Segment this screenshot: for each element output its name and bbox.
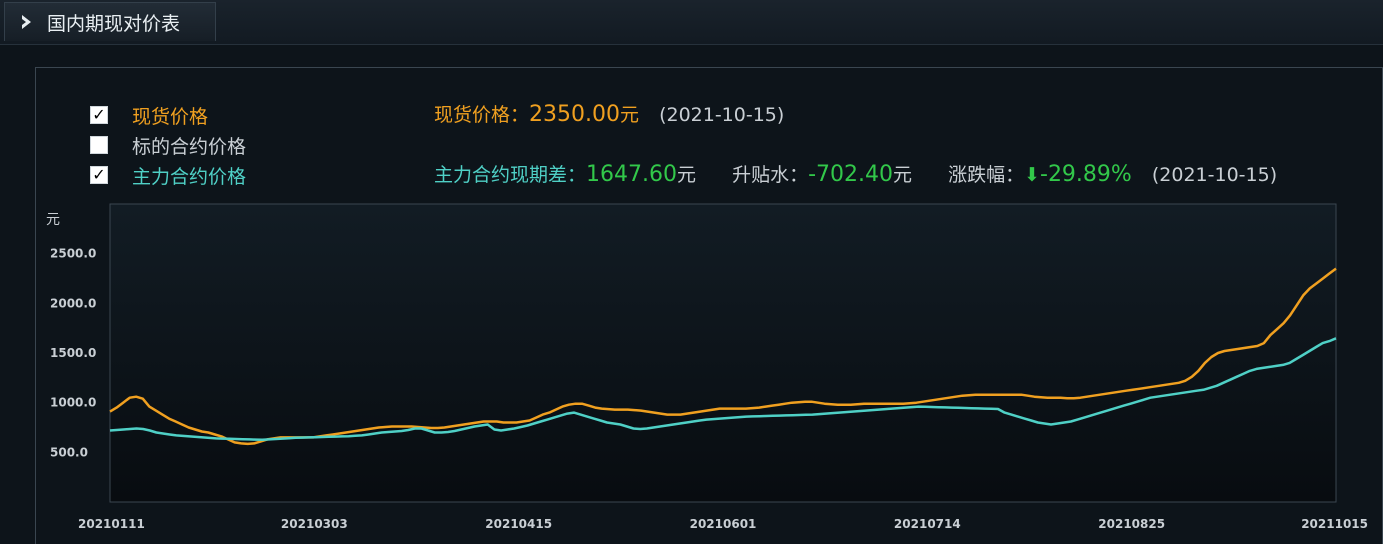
spot-price-label: 现货价格： (434, 104, 530, 126)
premium-value: -702.40 (808, 162, 893, 187)
x-tick-label: 20210825 (1098, 517, 1165, 531)
spot-price-date: (2021-10-15) (659, 104, 785, 126)
legend-label-main: 主力合约价格 (132, 165, 247, 188)
chevron-right-icon (17, 12, 37, 32)
y-tick-label: 2500.0 (50, 247, 96, 261)
basis-date: (2021-10-15) (1151, 164, 1278, 186)
plot-area (109, 203, 1337, 503)
premium-unit: 元 (893, 164, 913, 186)
y-tick-label: 1000.0 (50, 396, 96, 410)
basis-value: 1647.60 (586, 162, 677, 187)
legend-item-main[interactable]: ✓ 主力合约价格 (90, 160, 246, 190)
arrow-down-icon: ⬇ (1024, 164, 1040, 186)
legend-item-spot[interactable]: ✓ 现货价格 (90, 100, 246, 130)
change-value: -29.89% (1040, 162, 1132, 187)
x-tick-label: 20211015 (1301, 517, 1368, 531)
y-tick-label: 2000.0 (50, 296, 96, 310)
y-axis-unit-label: 元 (46, 212, 60, 228)
main-checkbox[interactable]: ✓ (90, 166, 108, 184)
basis-info: 主力合约现期差：1647.60元 升贴水：-702.40元 涨跌幅：⬇-29.8… (434, 160, 1277, 187)
spot-price-unit: 元 (620, 104, 640, 126)
legend-label-underlying: 标的合约价格 (132, 135, 247, 158)
change-label: 涨跌幅： (948, 164, 1025, 186)
x-tick-label: 20210111 (78, 517, 145, 531)
series-line-main (109, 337, 1337, 442)
basis-unit: 元 (677, 164, 697, 186)
spot-checkbox[interactable]: ✓ (90, 106, 108, 124)
x-tick-label: 20210415 (485, 517, 552, 531)
spot-price-value: 2350.00 (529, 102, 620, 127)
basis-label: 主力合约现期差： (434, 164, 587, 186)
premium-label: 升贴水： (732, 164, 809, 186)
x-tick-label: 20210714 (894, 517, 961, 531)
y-tick-label: 1500.0 (50, 346, 96, 360)
x-tick-label: 20210303 (281, 517, 348, 531)
series-legend: ✓ 现货价格 标的合约价格 ✓ 主力合约价格 (90, 100, 246, 190)
underlying-checkbox[interactable] (90, 136, 108, 154)
spot-price-info: 现货价格：2350.00元 (2021-10-15) (434, 100, 784, 127)
y-tick-label: 500.0 (50, 445, 88, 459)
legend-item-underlying[interactable]: 标的合约价格 (90, 130, 246, 160)
page-title: 国内期现对价表 (47, 12, 181, 35)
tab-bar: 国内期现对价表 (0, 0, 1383, 45)
tab-domestic-futures-spot[interactable]: 国内期现对价表 (4, 2, 216, 41)
x-tick-label: 20210601 (690, 517, 757, 531)
legend-label-spot: 现货价格 (132, 105, 209, 128)
